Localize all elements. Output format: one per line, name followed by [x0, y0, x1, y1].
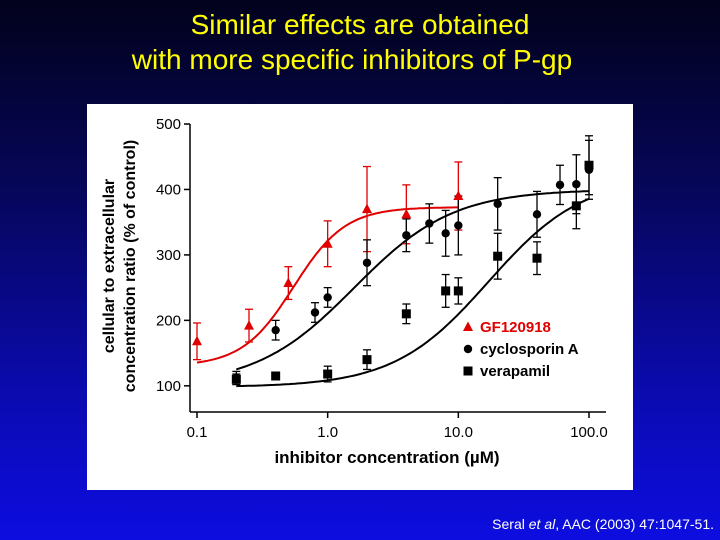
- data-point: [362, 355, 372, 365]
- chart-panel: 0.1 1.0 10.0 100.0 100 200 300 400 500 inhibitor…: [87, 104, 633, 490]
- data-point: [441, 229, 450, 238]
- chart-legend: GF120918 cyclosporin A verapamil: [463, 319, 579, 380]
- data-point: [283, 277, 294, 288]
- data-point: [453, 190, 464, 200]
- legend-label: verapamil: [480, 363, 550, 380]
- slide-title-line-1: Similar effects are obtained: [190, 9, 530, 40]
- y-tick-label: 500: [156, 116, 181, 133]
- data-point: [271, 371, 281, 381]
- citation-prefix: Seral: [492, 516, 529, 532]
- y-axis-label-line-2: concentration ratio (% of control): [122, 140, 139, 392]
- x-tick-label: 0.1: [187, 424, 208, 441]
- legend-marker: [463, 366, 473, 376]
- data-point: [243, 320, 254, 330]
- data-point: [571, 201, 581, 211]
- x-tick-label: 100.0: [570, 424, 608, 441]
- slide-title-line-2: with more specific inhibitors of P-gp: [131, 44, 573, 75]
- axis-ticks: 0.1 1.0 10.0 100.0 100 200 300 400 500: [156, 116, 608, 441]
- dose-response-chart: 0.1 1.0 10.0 100.0 100 200 300 400 500 inhibitor…: [101, 116, 608, 467]
- citation-suffix: , AAC (2003) 47:1047-51.: [555, 516, 714, 532]
- data-point: [322, 238, 333, 248]
- data-point: [362, 203, 373, 214]
- x-tick-label: 1.0: [317, 424, 338, 441]
- data-point: [323, 369, 333, 379]
- data-point: [493, 199, 502, 209]
- y-tick-label: 300: [156, 247, 181, 264]
- data-point: [453, 286, 463, 296]
- data-point: [441, 286, 451, 296]
- data-point: [555, 180, 565, 190]
- data-point: [401, 208, 412, 219]
- data-point: [401, 309, 411, 319]
- data-point: [192, 335, 202, 346]
- y-axis-label-line-1: cellular to extracellular: [101, 179, 118, 353]
- data-point: [271, 325, 280, 335]
- data-point: [493, 251, 503, 261]
- data-point: [425, 219, 434, 228]
- legend-marker: [463, 344, 473, 354]
- y-tick-label: 100: [156, 378, 181, 395]
- legend-label: cyclosporin A: [480, 341, 579, 358]
- data-point: [310, 308, 320, 317]
- data-point: [454, 221, 463, 230]
- legend-label: GF120918: [480, 319, 551, 336]
- fit-curve: [236, 197, 590, 388]
- legend-marker: [463, 321, 473, 331]
- data-point: [572, 180, 581, 189]
- data-point: [532, 210, 542, 219]
- data-point: [584, 160, 594, 170]
- data-point: [323, 293, 332, 302]
- chart-axes: 0.1 1.0 10.0 100.0 100 200 300 400 500: [156, 116, 608, 441]
- data-point: [532, 253, 542, 263]
- data-points: [192, 160, 594, 384]
- fit-curve: [235, 190, 590, 371]
- y-tick-label: 200: [156, 312, 181, 329]
- data-point: [231, 374, 241, 384]
- y-tick-label: 400: [156, 181, 181, 198]
- citation-italic: et al: [528, 516, 556, 532]
- data-point: [402, 231, 411, 240]
- x-axis-label: inhibitor concentration (µM): [274, 448, 499, 467]
- data-point: [362, 258, 372, 267]
- x-tick-label: 10.0: [444, 424, 473, 441]
- citation: Seral et al, AAC (2003) 47:1047-51.: [492, 516, 714, 532]
